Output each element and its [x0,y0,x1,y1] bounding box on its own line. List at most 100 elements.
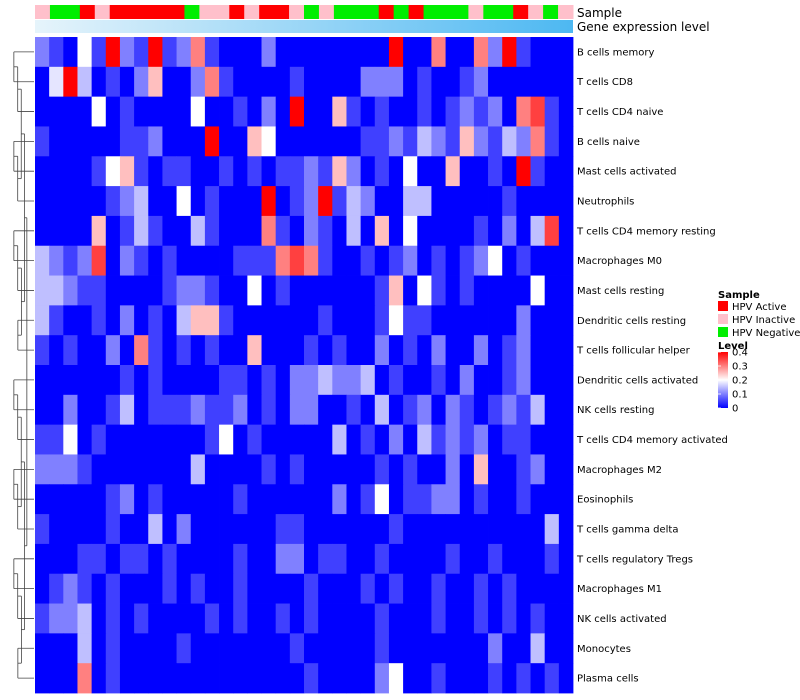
heatmap-cell [63,186,78,217]
heatmap-cell [63,633,78,664]
heatmap-cell [558,275,574,306]
heatmap-cell [119,573,135,604]
heatmap-cell [360,156,376,187]
heatmap-cell [247,66,262,98]
row-label: Dendritic cells activated [577,375,698,386]
heatmap-cell [403,514,418,545]
heatmap-cell [459,156,475,187]
heatmap-cell [473,484,489,515]
heatmap-cell [488,126,503,157]
heatmap-cell [360,215,376,247]
heatmap-cell [148,37,163,68]
heatmap-cell [318,603,333,634]
heatmap-cell [233,245,248,276]
heatmap-cell [63,275,78,306]
heatmap-cell [105,215,121,247]
heatmap-cell [304,66,319,98]
heatmap-cell [544,573,560,604]
heatmap-cell [275,335,291,366]
heatmap-cell [233,424,248,455]
heatmap-cell [91,454,107,485]
heatmap-cell [332,394,347,426]
heatmap-cell [388,573,404,604]
heatmap-cell [374,663,390,694]
heatmap-cell [289,484,305,515]
heatmap-cell [473,394,489,426]
heatmap-cell [516,394,531,426]
heatmap-cell [360,126,376,157]
heatmap-cell [388,305,404,336]
heatmap-cell [204,484,220,515]
heatmap-cell [148,156,163,187]
heatmap-cell [431,186,446,217]
heatmap-cell [49,37,64,68]
heatmap-cell [473,305,489,336]
heatmap-cell [488,305,503,336]
heatmap-cell [148,245,163,276]
heatmap-cell [304,365,319,396]
heatmap-cell [261,126,277,157]
heatmap-cell [403,245,418,276]
heatmap-cell [445,37,461,68]
heatmap-cell [134,663,149,694]
heatmap-cell [289,186,305,217]
heatmap-cell [35,633,50,664]
heatmap-cell [49,603,64,634]
heatmap-cell [403,126,418,157]
sample-annotation-cell [318,5,335,19]
heatmap-cell [516,484,531,515]
heatmap-cell [473,454,489,485]
heatmap-cell [530,514,546,545]
heatmap-cell [219,454,234,485]
heatmap-cell [204,603,220,634]
heatmap-cell [91,215,107,247]
heatmap-cell [91,245,107,276]
heatmap-cell [63,96,78,127]
heatmap-cell [119,275,135,306]
heatmap-cell [530,663,546,694]
heatmap-cell [473,424,489,455]
heatmap-cell [417,215,432,247]
heatmap-cell [544,394,560,426]
heatmap-cell [473,603,489,634]
sample-annotation-cell [393,5,410,19]
sample-annotation-cell [289,5,305,19]
heatmap-cell [77,394,93,426]
heatmap-cell [459,394,475,426]
heatmap-cell [275,305,291,336]
heatmap-cell [289,275,305,306]
heatmap-cell [275,633,291,664]
heatmap-cell [275,603,291,634]
heatmap-cell [403,305,418,336]
heatmap-cell [502,215,517,247]
heatmap-cell [360,484,376,515]
heatmap-cell [91,186,107,217]
heatmap-cell [304,514,319,545]
heatmap-cell [332,215,347,247]
heatmap-cell [204,96,220,127]
heatmap-cell [488,663,503,694]
level-tick-label: 0.3 [732,362,748,373]
sample-annotation-cell [543,5,559,19]
heatmap-cell [388,215,404,247]
heatmap-cell [388,37,404,68]
heatmap-cell [558,305,574,336]
heatmap-cell [516,663,531,694]
heatmap-cell [488,365,503,396]
heatmap-cell [275,365,291,396]
heatmap-cell [516,335,531,366]
heatmap-cell [502,394,517,426]
heatmap-cell [332,543,347,575]
heatmap-cell [304,394,319,426]
heatmap-cell [558,156,574,187]
heatmap-cell [233,156,248,187]
heatmap-cell [332,603,347,634]
heatmap-cell [247,543,262,575]
sample-annotation-cell [49,5,66,19]
heatmap-cell [204,126,220,157]
heatmap-cell [473,514,489,545]
heatmap-cell [346,514,362,545]
heatmap-cell [431,245,446,276]
heatmap-cell [473,37,489,68]
heatmap-cells [35,37,574,694]
